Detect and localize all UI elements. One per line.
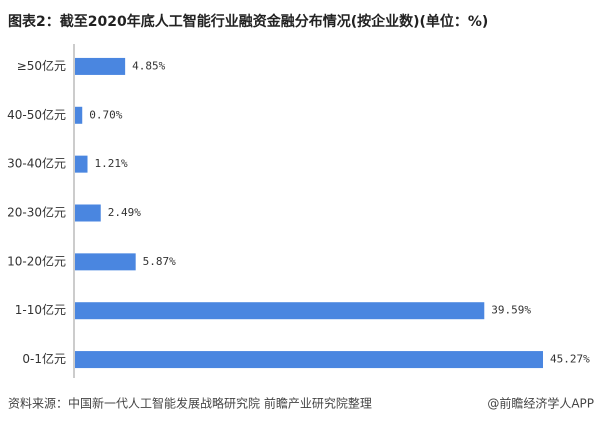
value-label: 39.59% xyxy=(491,304,531,317)
chart-title: 图表2：截至2020年底人工智能行业融资金融分布情况(按企业数)(单位：%) xyxy=(8,13,488,30)
bar xyxy=(75,351,543,369)
bar xyxy=(75,106,83,124)
bar xyxy=(75,155,88,173)
category-label: ≥50亿元 xyxy=(17,58,66,73)
category-label: 0-1亿元 xyxy=(22,351,66,366)
bar xyxy=(75,204,101,222)
value-label: 45.27% xyxy=(550,353,590,366)
category-label: 20-30亿元 xyxy=(7,205,66,220)
value-label: 0.70% xyxy=(89,108,122,121)
bar xyxy=(75,253,136,271)
category-label: 1-10亿元 xyxy=(15,302,66,317)
brand: @前瞻经济学人APP xyxy=(487,396,594,411)
category-label: 10-20亿元 xyxy=(7,253,66,268)
value-label: 2.49% xyxy=(108,206,141,219)
category-label: 30-40亿元 xyxy=(7,156,66,171)
value-label: 5.87% xyxy=(143,255,176,268)
category-label: 40-50亿元 xyxy=(7,107,66,122)
bar xyxy=(75,302,485,320)
bar xyxy=(75,57,126,75)
source: 资料来源：中国新一代人工智能发展战略研究院 前瞻产业研究院整理 xyxy=(8,396,372,411)
value-label: 1.21% xyxy=(95,157,128,170)
value-label: 4.85% xyxy=(132,59,165,72)
